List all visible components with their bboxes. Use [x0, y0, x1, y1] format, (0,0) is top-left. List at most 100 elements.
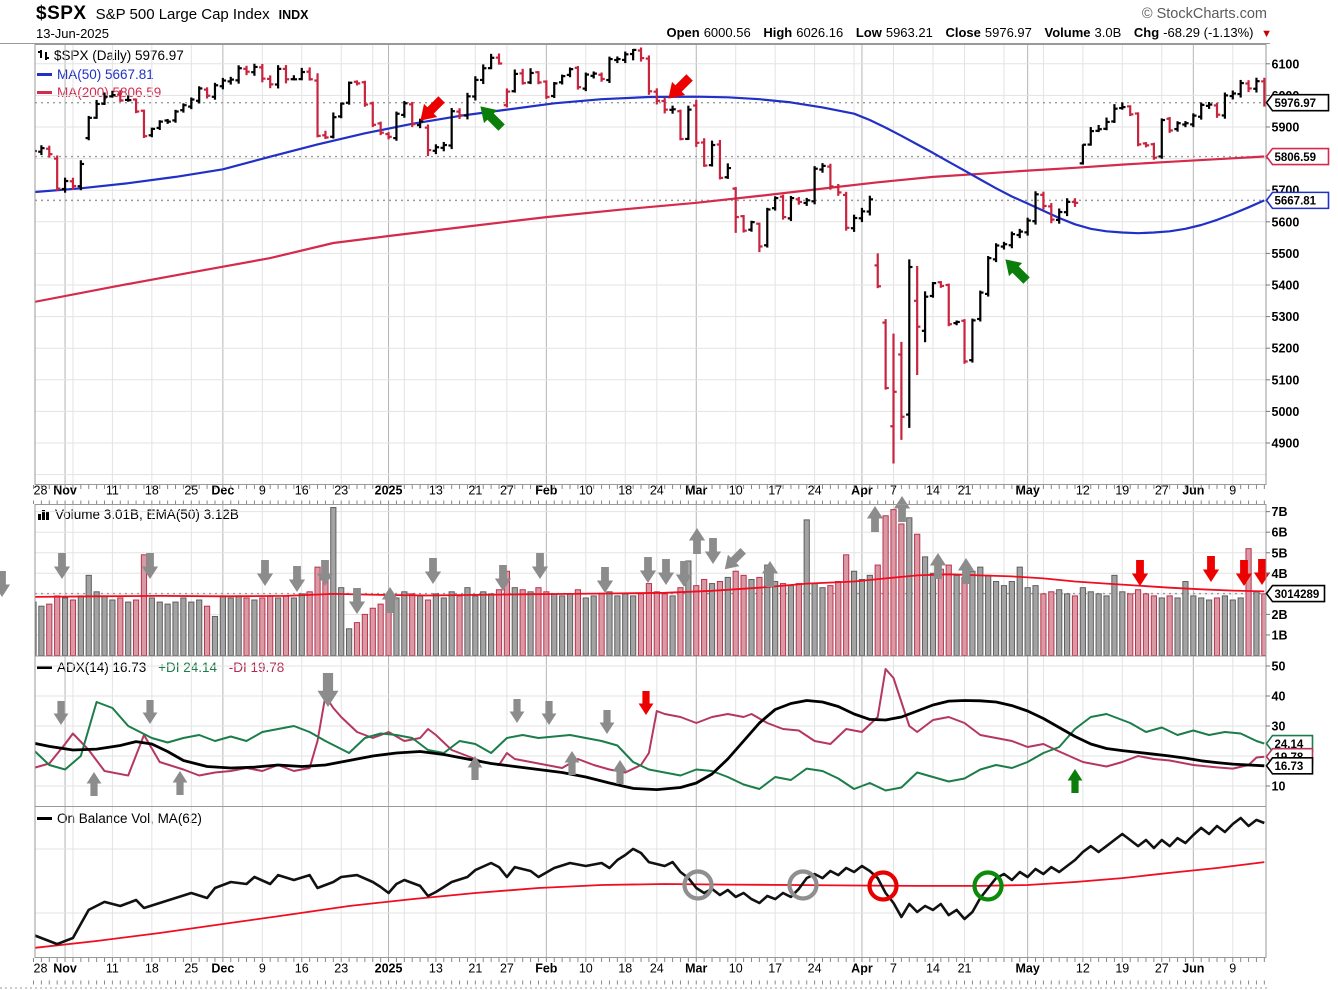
svg-text:16: 16 [295, 962, 309, 976]
minus-di-legend: -DI 19.78 [228, 660, 285, 675]
adx-legend-text: ADX(14) 16.73 [57, 660, 147, 675]
svg-text:21: 21 [468, 962, 482, 976]
gray-arrow-down [494, 565, 512, 591]
quote-strip: Open 6000.56 High 6026.16 Low 5963.21 Close… [666, 25, 1272, 40]
volume-panel [35, 507, 1266, 656]
volume-legend-text: Volume 3.01B, EMA(50) 3.12B [55, 507, 239, 522]
gray-arrow-down [541, 701, 557, 725]
high-value: 6026.16 [796, 25, 844, 40]
gridlines [35, 44, 1266, 958]
obv-legend-text: On Balance Vol, MA(62) [57, 811, 202, 826]
obv-ma-line [35, 861, 1265, 949]
gray-arrow-up [893, 496, 911, 522]
ma50-dash-icon [37, 72, 52, 76]
red-arrow-down [1202, 556, 1220, 582]
volume-legend: Volume 3.01B, EMA(50) 3.12B [37, 507, 239, 523]
adx-line [35, 699, 1265, 791]
gray-arrow-down [53, 553, 71, 579]
gray-arrow-up [761, 561, 779, 587]
gray-arrow-up [929, 553, 947, 579]
svg-text:40: 40 [1272, 690, 1286, 704]
svg-text:18: 18 [145, 484, 159, 498]
svg-text:18: 18 [618, 962, 632, 976]
svg-text:Nov: Nov [53, 484, 77, 498]
svg-text:4900: 4900 [1272, 437, 1300, 451]
adx-dash-icon [37, 665, 52, 669]
chg-value: -68.29 (-1.13%) [1163, 25, 1254, 40]
volume-icon [37, 508, 51, 523]
gray-arrow-up [564, 751, 580, 775]
volume-ema-line [35, 573, 1265, 598]
axis-tag: 3014289 [1265, 584, 1326, 603]
crossover-circles [682, 869, 1004, 902]
svg-text:10: 10 [1272, 780, 1286, 794]
gray-arrow-up [612, 760, 628, 784]
svg-text:24: 24 [808, 484, 822, 498]
gray-arrow-down [317, 673, 339, 707]
svg-text:27: 27 [1155, 962, 1169, 976]
adx-panel [35, 668, 1265, 792]
high-label: High [763, 25, 793, 40]
svg-text:21: 21 [958, 962, 972, 976]
svg-text:5100: 5100 [1272, 373, 1300, 387]
red-arrow-down [1235, 560, 1253, 586]
change-down-arrow-icon: ▼ [1261, 28, 1272, 40]
svg-text:10: 10 [729, 484, 743, 498]
obv-panel [35, 816, 1265, 949]
axis-tag: 5976.97 [1265, 93, 1330, 112]
red-arrow-down [1253, 559, 1271, 585]
svg-text:May: May [1015, 484, 1039, 498]
gray-arrow-up [957, 558, 975, 584]
svg-text:27: 27 [500, 962, 514, 976]
svg-text:Apr: Apr [851, 962, 873, 976]
svg-text:Dec: Dec [211, 484, 234, 498]
symbol: $SPX [36, 3, 87, 24]
svg-text:12: 12 [1076, 962, 1090, 976]
gray-arrow-down [509, 699, 525, 723]
day-ticks [0, 485, 1270, 989]
svg-text:4B: 4B [1272, 567, 1288, 581]
svg-text:5B: 5B [1272, 546, 1288, 560]
axis-tag: 5806.59 [1265, 147, 1330, 166]
svg-text:17: 17 [768, 962, 782, 976]
svg-text:9: 9 [1229, 962, 1236, 976]
svg-text:28: 28 [34, 962, 48, 976]
panel-borders [34, 44, 1267, 958]
svg-text:25: 25 [184, 484, 198, 498]
gray-arrow-down [675, 561, 693, 587]
symbol-name: S&P 500 Large Cap Index [95, 6, 270, 23]
svg-text:5600: 5600 [1272, 215, 1300, 229]
svg-text:9: 9 [259, 484, 266, 498]
green-arrow-up [1067, 769, 1083, 793]
svg-text:6B: 6B [1272, 526, 1288, 540]
svg-text:18: 18 [618, 484, 632, 498]
ma50-line [35, 95, 1265, 235]
gray-arrow-down [348, 588, 366, 614]
svg-text:23: 23 [334, 962, 348, 976]
svg-text:50: 50 [1272, 660, 1286, 674]
svg-text:13: 13 [429, 962, 443, 976]
gray-arrow-up [688, 528, 706, 554]
gray-arrow-down [657, 559, 675, 585]
ma200-dash-icon [37, 90, 52, 94]
svg-text:28: 28 [34, 484, 48, 498]
gray-arrow-down [256, 560, 274, 586]
ma200-line [35, 155, 1265, 303]
adx-legend: ADX(14) 16.73 +DI 24.14 -DI 19.78 [37, 660, 284, 675]
gray-arrow-up [172, 771, 188, 795]
svg-text:6100: 6100 [1272, 57, 1300, 71]
gray-arrow-down [599, 710, 615, 734]
svg-text:Jun: Jun [1182, 484, 1204, 498]
minus-di-line [35, 668, 1265, 777]
svg-text:5976.97: 5976.97 [1275, 98, 1317, 110]
svg-text:7: 7 [890, 962, 897, 976]
gray-arrow-down [596, 567, 614, 593]
svg-text:Jun: Jun [1182, 962, 1204, 976]
svg-text:10: 10 [579, 484, 593, 498]
svg-text:2025: 2025 [375, 484, 403, 498]
svg-text:7: 7 [890, 484, 897, 498]
gray-arrow-down [142, 700, 158, 724]
svg-text:7B: 7B [1272, 505, 1288, 519]
